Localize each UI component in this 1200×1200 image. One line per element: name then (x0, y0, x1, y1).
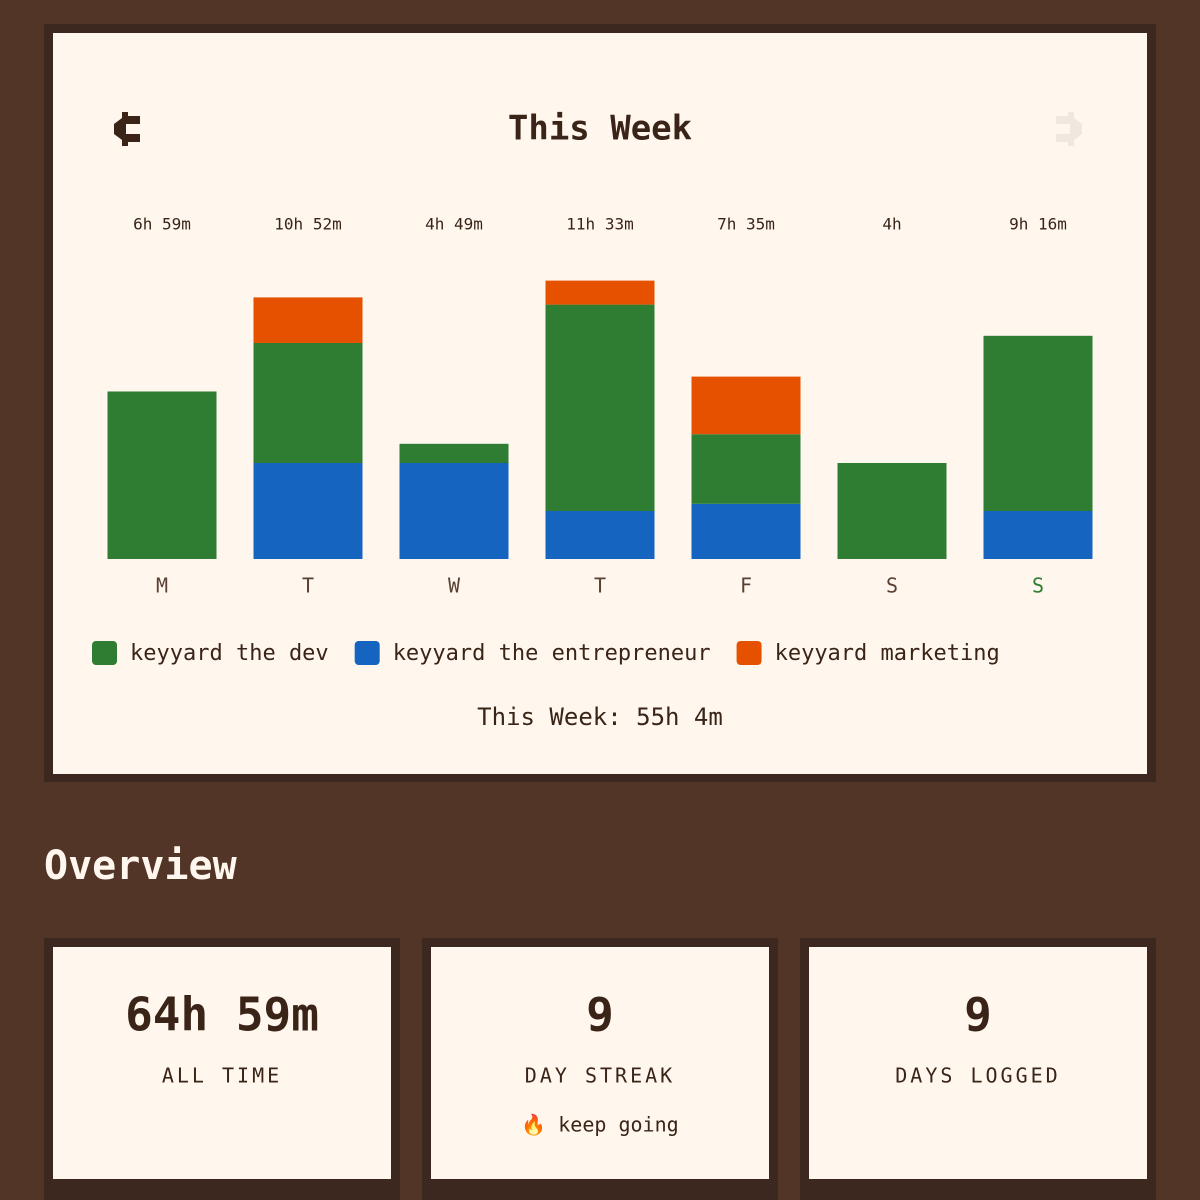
legend-label: keyyard the dev (130, 641, 329, 666)
day-label: F (740, 574, 752, 598)
total-label: 10h 52m (274, 215, 341, 234)
total-label: 6h 59m (133, 215, 191, 234)
bar-segment (107, 391, 217, 559)
legend-label: keyyard the entrepreneur (393, 641, 711, 666)
legend-swatch (354, 641, 380, 665)
total-label: 7h 35m (717, 215, 775, 234)
bar-segment (691, 503, 801, 559)
bar-segment (691, 376, 801, 435)
total-label: 4h 49m (425, 215, 483, 234)
overview-title: Overview (44, 843, 238, 889)
card-value: 64h 59m (125, 988, 319, 1042)
total-label: 9h 16m (1009, 215, 1067, 234)
day-label: T (302, 574, 314, 598)
bar-segment (837, 463, 947, 559)
card-note: 🔥 keep going (521, 1113, 678, 1137)
legend-swatch (92, 641, 117, 665)
total-label: 11h 33m (566, 215, 633, 234)
bar-segment (399, 443, 509, 463)
legend-swatch (736, 641, 762, 665)
legend-label: keyyard marketing (775, 641, 1000, 666)
bar-segment (253, 343, 363, 463)
card (431, 947, 769, 1179)
card-value: 9 (586, 988, 614, 1042)
card-label: DAYS LOGGED (895, 1064, 1060, 1088)
card (809, 947, 1147, 1179)
card-value: 9 (964, 988, 992, 1042)
card-label: ALL TIME (162, 1064, 282, 1088)
bar-segment (691, 434, 801, 504)
next-arrow[interactable] (1056, 112, 1082, 146)
bar-segment (983, 511, 1093, 559)
day-label: W (448, 574, 461, 598)
week-summary: This Week: 55h 4m (477, 703, 723, 731)
total-label: 4h (882, 215, 901, 234)
chart-title: This Week (508, 109, 692, 149)
card (53, 947, 391, 1179)
prev-arrow[interactable] (114, 112, 140, 146)
day-label: S (1032, 574, 1044, 598)
bar-segment (983, 335, 1093, 511)
card-label: DAY STREAK (525, 1064, 675, 1088)
bar-segment (545, 304, 655, 511)
day-label: S (886, 574, 898, 598)
bar-segment (545, 280, 655, 305)
day-label: T (594, 574, 606, 598)
bar-segment (399, 463, 509, 559)
bar-segment (545, 511, 655, 559)
bar-segment (253, 297, 363, 343)
bar-segment (253, 463, 363, 559)
day-label: M (156, 574, 168, 598)
